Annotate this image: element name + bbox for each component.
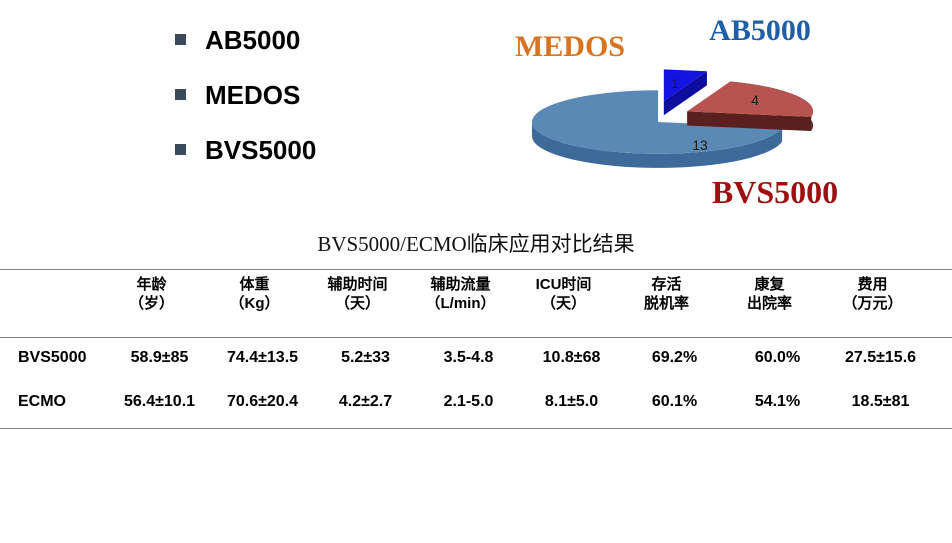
svg-text:4: 4 xyxy=(751,92,759,108)
svg-text:MEDOS: MEDOS xyxy=(515,30,625,63)
svg-text:1: 1 xyxy=(671,76,678,91)
svg-text:AB5000: AB5000 xyxy=(709,14,811,47)
svg-text:BVS5000: BVS5000 xyxy=(712,174,838,210)
svg-text:13: 13 xyxy=(692,137,708,153)
